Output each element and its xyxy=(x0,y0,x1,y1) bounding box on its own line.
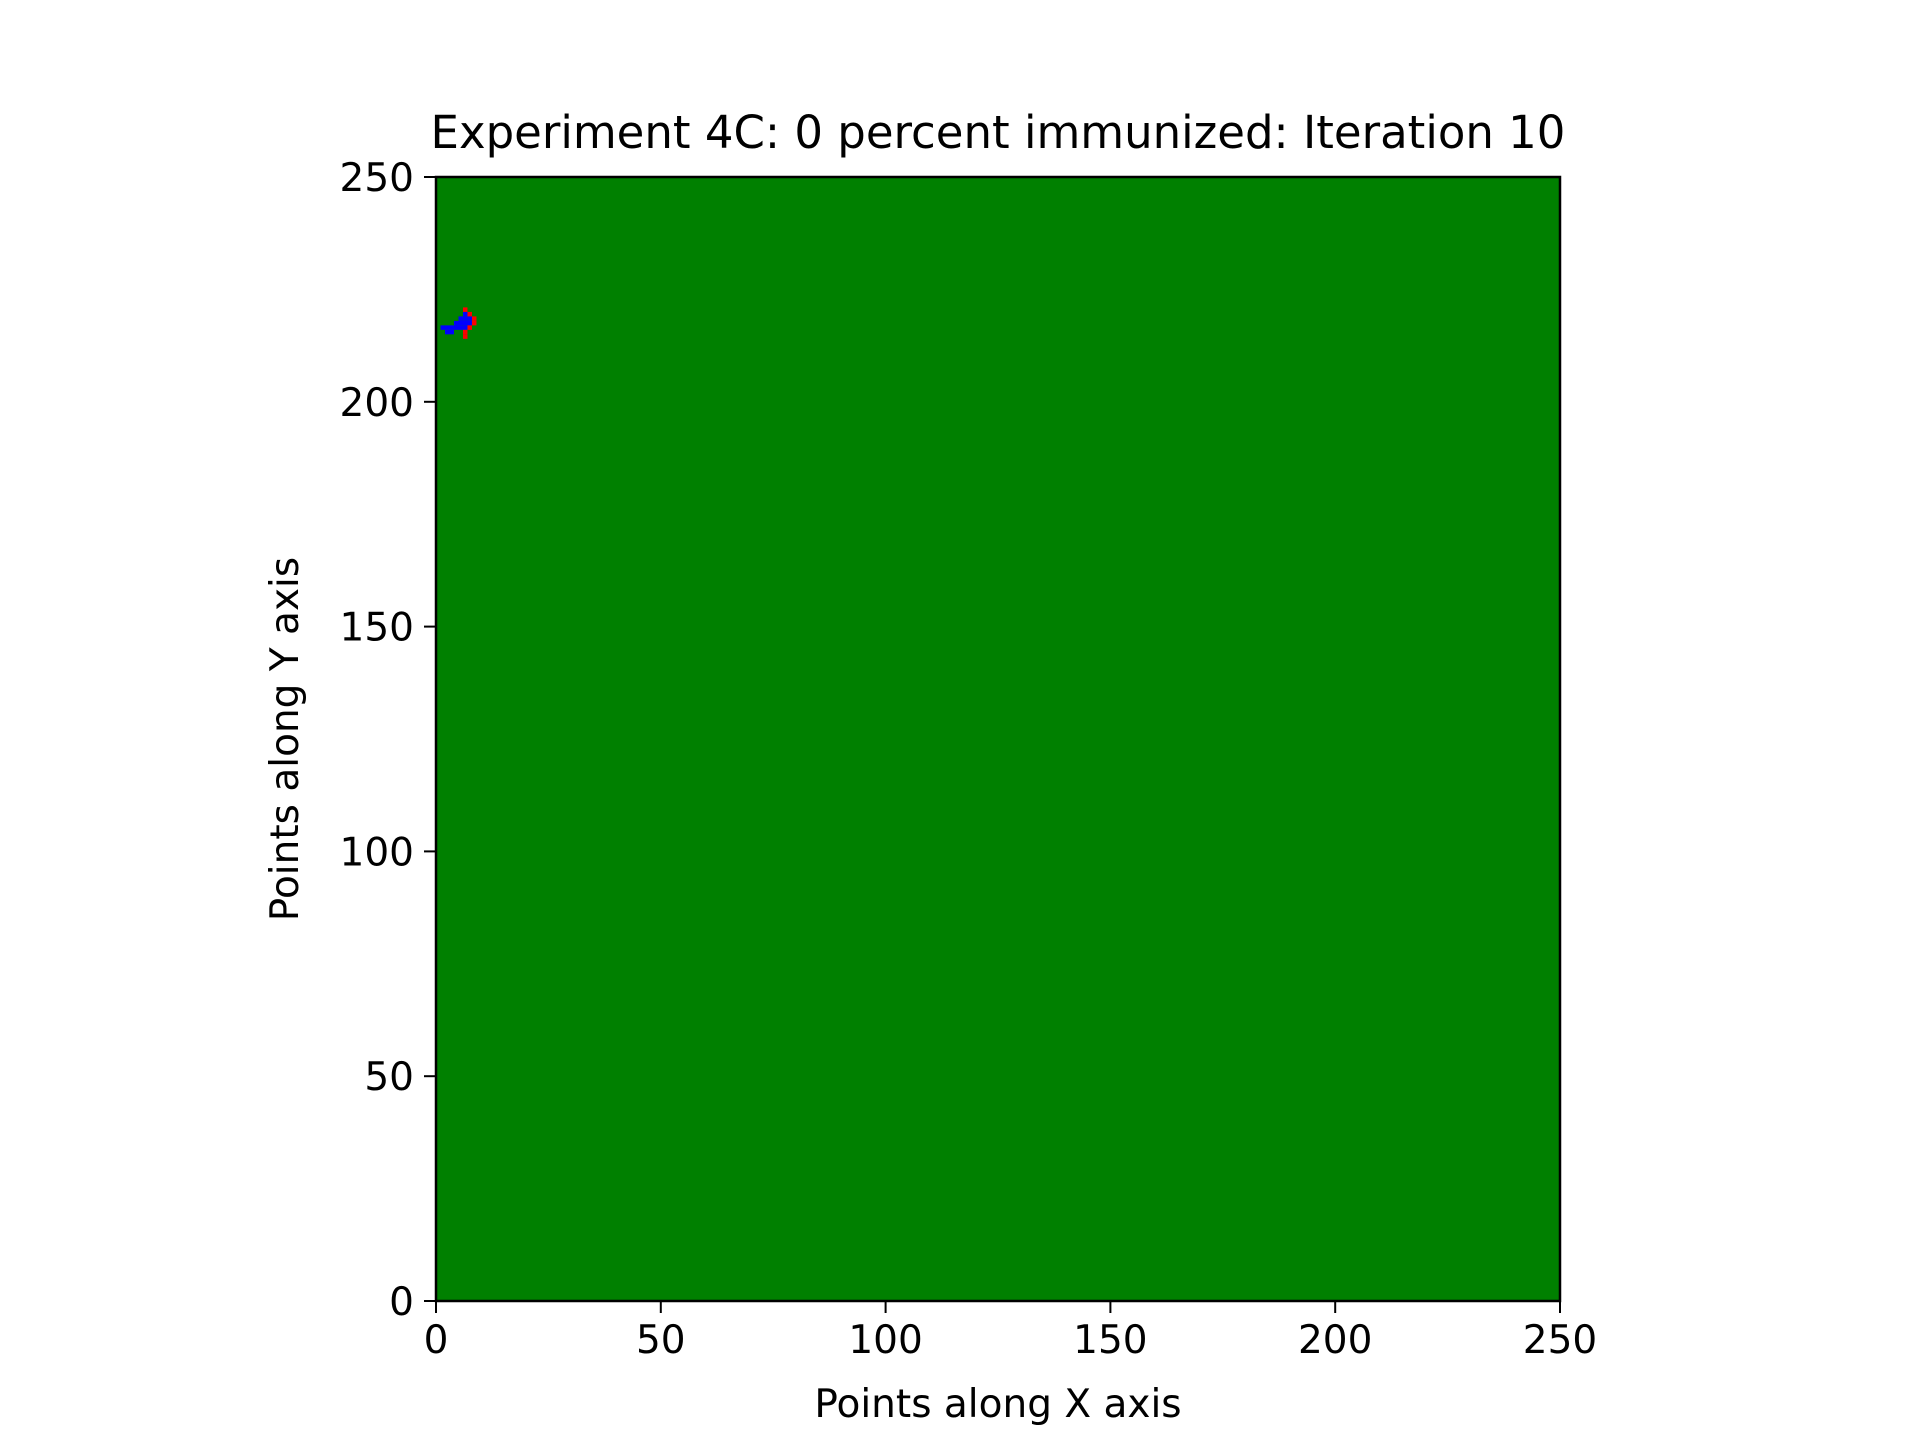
infected-cell xyxy=(471,320,477,326)
y-tick-label: 250 xyxy=(340,156,414,201)
y-tick-label: 50 xyxy=(364,1055,414,1100)
recovered-cell xyxy=(462,320,468,326)
x-tick-label: 250 xyxy=(1523,1318,1597,1363)
recovered-cell xyxy=(453,325,459,330)
y-tick-label: 0 xyxy=(389,1280,414,1325)
x-axis-label: Points along X axis xyxy=(814,1382,1181,1427)
x-tick-label: 0 xyxy=(424,1318,449,1363)
recovered-cell xyxy=(467,316,472,321)
recovered-cell xyxy=(453,320,459,326)
infected-cell xyxy=(467,311,472,317)
y-tick-label: 200 xyxy=(340,381,414,426)
infected-cell xyxy=(462,307,468,312)
x-tick-label: 150 xyxy=(1073,1318,1147,1363)
y-tick-label: 100 xyxy=(340,830,414,875)
plot-frame xyxy=(434,175,1562,1303)
recovered-cell xyxy=(444,325,450,330)
infected-cell xyxy=(462,334,468,339)
recovered-cell xyxy=(440,325,445,330)
recovered-cell xyxy=(462,325,468,330)
recovered-cell xyxy=(458,325,463,330)
recovered-cell xyxy=(458,320,463,326)
chart-title: Experiment 4C: 0 percent immunized: Iter… xyxy=(431,106,1566,159)
infected-cell xyxy=(462,329,468,335)
recovered-cell xyxy=(467,320,472,326)
recovered-cell xyxy=(458,316,463,321)
y-axis: 0 50 100 150 200 250 xyxy=(340,156,436,1325)
recovered-cell xyxy=(449,325,454,330)
recovered-cell xyxy=(462,311,468,317)
infected-cell xyxy=(471,316,477,321)
recovered-cell xyxy=(462,316,468,321)
infected-cell xyxy=(467,325,472,330)
recovered-cell xyxy=(444,329,450,335)
infection-cells xyxy=(440,307,477,339)
x-axis: 0 50 100 150 200 250 xyxy=(424,1301,1597,1363)
plot-area-background xyxy=(436,177,1560,1301)
x-tick-label: 50 xyxy=(636,1318,686,1363)
y-tick-label: 150 xyxy=(340,606,414,651)
recovered-cell xyxy=(449,329,454,335)
y-axis-label: Points along Y axis xyxy=(263,557,308,921)
x-tick-label: 200 xyxy=(1298,1318,1372,1363)
x-tick-label: 100 xyxy=(848,1318,922,1363)
